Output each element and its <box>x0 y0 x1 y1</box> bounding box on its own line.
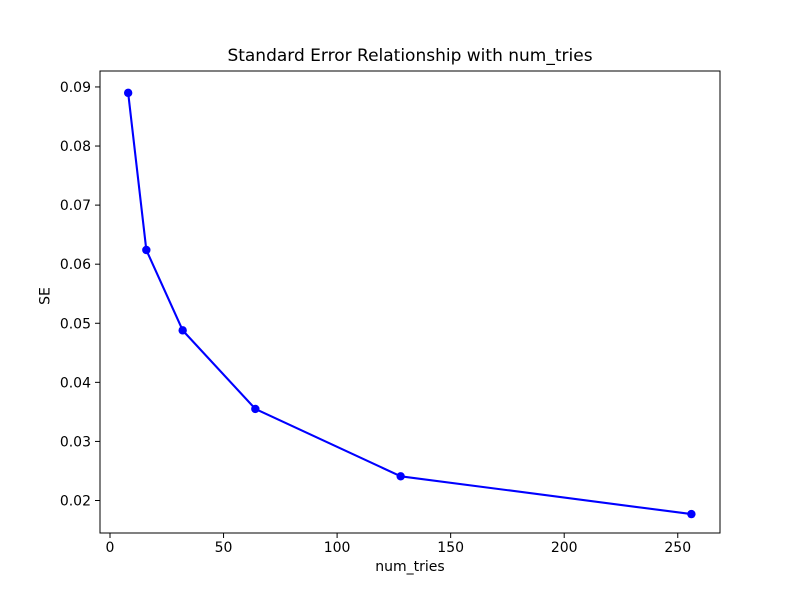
y-tick-label: 0.08 <box>60 139 91 155</box>
data-point-marker <box>396 472 405 481</box>
y-tick-label: 0.07 <box>60 198 91 214</box>
series-line <box>127 91 693 516</box>
data-point-marker <box>142 245 151 255</box>
x-tick-label: 100 <box>324 540 351 556</box>
x-tick-label: 50 <box>215 540 233 556</box>
y-tick-label: 0.02 <box>60 494 91 510</box>
y-tick-label: 0.06 <box>60 257 91 273</box>
y-tick-label: 0.04 <box>60 375 91 391</box>
data-point-marker <box>251 404 260 414</box>
x-axis-label: num_tries <box>375 559 445 575</box>
axes-spines <box>99 70 721 534</box>
x-tick-label: 0 <box>106 540 115 556</box>
y-tick-label: 0.03 <box>60 434 91 450</box>
data-point-marker <box>687 509 696 519</box>
y-tick-label: 0.09 <box>60 80 91 96</box>
chart-title: Standard Error Relationship with num_tri… <box>227 46 593 66</box>
x-tick-label: 200 <box>551 540 578 556</box>
x-tick-label: 250 <box>664 540 691 556</box>
x-tick-label: 150 <box>437 540 464 556</box>
data-point-marker <box>123 88 133 98</box>
y-tick-label: 0.05 <box>60 316 91 332</box>
data-point-marker <box>178 326 187 335</box>
